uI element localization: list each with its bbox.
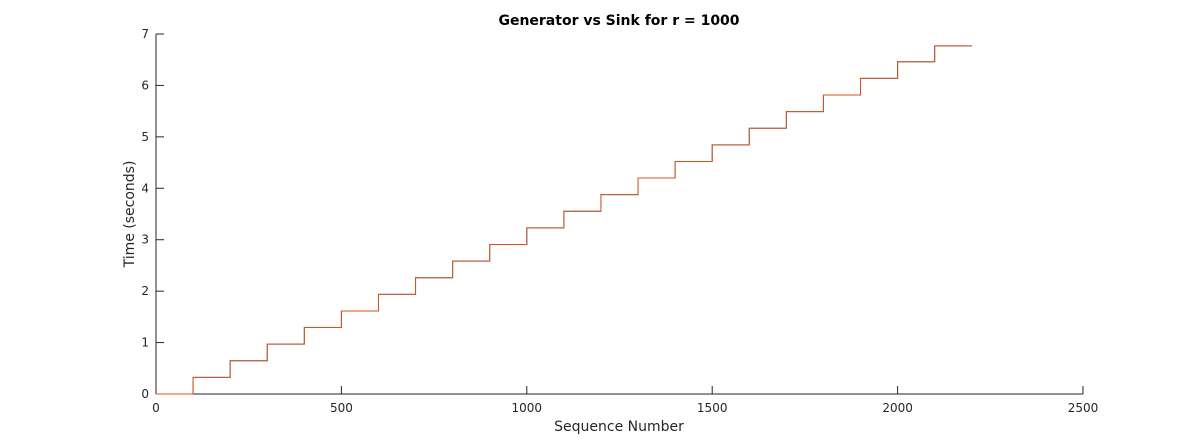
y-tick-label: 7 (141, 27, 149, 41)
x-tick-label: 0 (152, 401, 160, 415)
y-tick-label: 3 (141, 233, 149, 247)
series-group (156, 45, 972, 395)
y-tick-label: 6 (141, 78, 149, 92)
plot-area: 0 500 1000 1500 2000 2500 0 1 2 3 4 5 6 7 (141, 27, 1098, 415)
y-tick-label: 0 (141, 387, 149, 401)
chart-title: Generator vs Sink for r = 1000 (498, 13, 739, 29)
y-tick-label: 5 (141, 130, 149, 144)
x-tick-label: 2000 (882, 401, 913, 415)
x-tick-label: 2500 (1068, 401, 1099, 415)
series-line-2 (156, 45, 972, 395)
x-tick-label: 1000 (512, 401, 543, 415)
x-ticks: 0 500 1000 1500 2000 2500 (152, 386, 1098, 415)
y-tick-label: 4 (141, 181, 149, 195)
y-axis-label: Time (seconds) (122, 161, 138, 269)
x-tick-label: 500 (330, 401, 353, 415)
x-axis-label: Sequence Number (554, 419, 684, 435)
y-ticks: 0 1 2 3 4 5 6 7 (141, 27, 164, 401)
y-tick-label: 2 (141, 284, 149, 298)
x-tick-label: 1500 (697, 401, 728, 415)
y-tick-label: 1 (141, 336, 149, 350)
